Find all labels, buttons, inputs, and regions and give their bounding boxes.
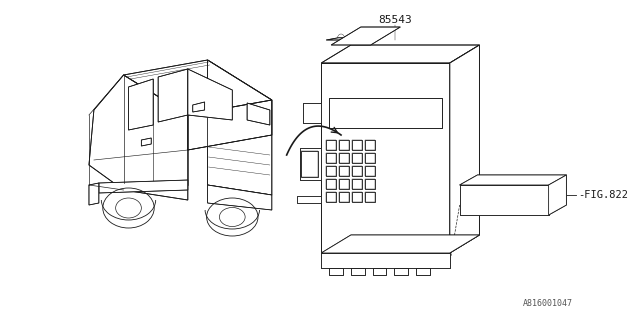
Polygon shape bbox=[365, 166, 374, 176]
Polygon shape bbox=[188, 69, 232, 120]
Polygon shape bbox=[339, 166, 349, 176]
Polygon shape bbox=[416, 268, 430, 275]
Text: A816001047: A816001047 bbox=[524, 299, 573, 308]
Polygon shape bbox=[303, 103, 321, 123]
Polygon shape bbox=[352, 179, 362, 189]
Polygon shape bbox=[207, 185, 272, 210]
Text: -FIG.822: -FIG.822 bbox=[579, 190, 628, 200]
Polygon shape bbox=[372, 268, 387, 275]
Polygon shape bbox=[141, 138, 151, 146]
Polygon shape bbox=[158, 69, 188, 122]
Polygon shape bbox=[352, 153, 362, 163]
Polygon shape bbox=[326, 38, 358, 40]
Polygon shape bbox=[99, 180, 188, 193]
Polygon shape bbox=[326, 140, 336, 150]
Polygon shape bbox=[89, 75, 188, 200]
Polygon shape bbox=[352, 192, 362, 202]
Polygon shape bbox=[326, 153, 336, 163]
Polygon shape bbox=[365, 192, 374, 202]
Text: 85543: 85543 bbox=[378, 15, 412, 25]
Polygon shape bbox=[352, 140, 362, 150]
Polygon shape bbox=[188, 100, 272, 150]
Polygon shape bbox=[329, 98, 442, 128]
Polygon shape bbox=[352, 166, 362, 176]
Polygon shape bbox=[321, 253, 450, 268]
Polygon shape bbox=[331, 27, 401, 45]
Polygon shape bbox=[321, 235, 479, 253]
Polygon shape bbox=[193, 102, 205, 112]
Polygon shape bbox=[339, 153, 349, 163]
Polygon shape bbox=[548, 175, 566, 215]
Polygon shape bbox=[460, 175, 566, 185]
Polygon shape bbox=[89, 183, 99, 205]
Polygon shape bbox=[326, 179, 336, 189]
Polygon shape bbox=[321, 63, 450, 253]
Polygon shape bbox=[329, 268, 343, 275]
Polygon shape bbox=[207, 60, 272, 195]
Polygon shape bbox=[300, 148, 321, 180]
Polygon shape bbox=[365, 153, 374, 163]
Polygon shape bbox=[339, 179, 349, 189]
Polygon shape bbox=[339, 192, 349, 202]
Polygon shape bbox=[124, 60, 272, 115]
Polygon shape bbox=[339, 140, 349, 150]
Polygon shape bbox=[460, 185, 548, 215]
Polygon shape bbox=[296, 196, 321, 203]
Polygon shape bbox=[351, 268, 365, 275]
Polygon shape bbox=[247, 103, 270, 125]
Polygon shape bbox=[365, 140, 374, 150]
Polygon shape bbox=[450, 45, 479, 253]
Polygon shape bbox=[394, 268, 408, 275]
Polygon shape bbox=[365, 179, 374, 189]
Polygon shape bbox=[326, 192, 336, 202]
Polygon shape bbox=[301, 151, 318, 177]
Polygon shape bbox=[321, 45, 479, 63]
Polygon shape bbox=[129, 79, 153, 130]
Polygon shape bbox=[326, 166, 336, 176]
